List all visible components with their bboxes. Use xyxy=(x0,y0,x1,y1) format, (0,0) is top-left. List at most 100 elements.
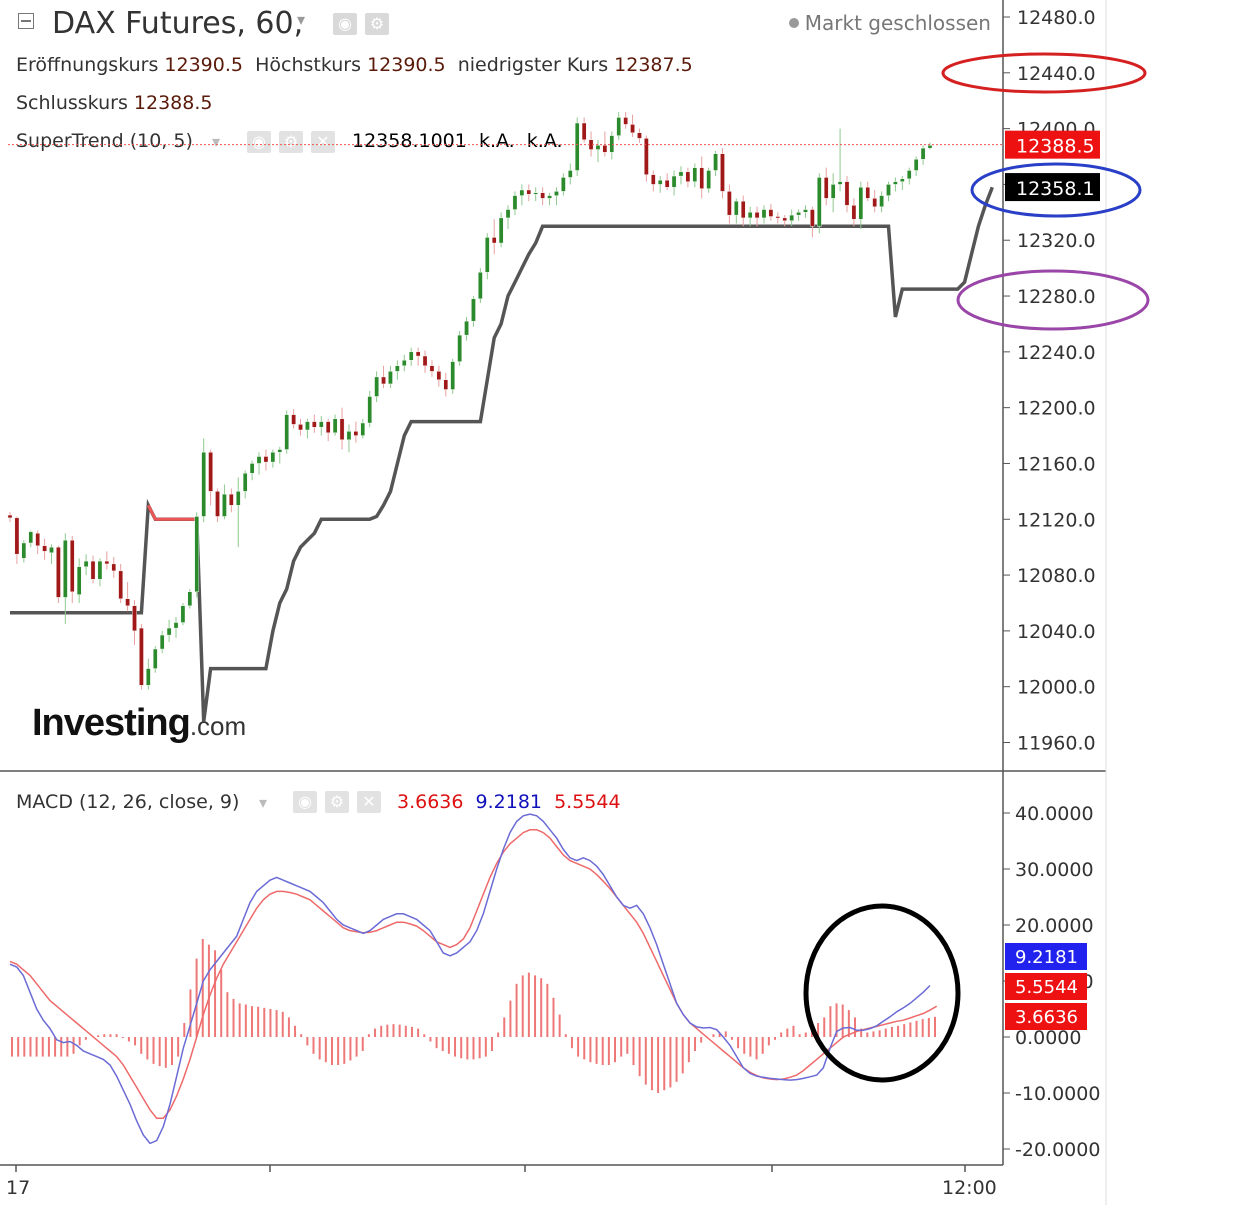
supertrend-na-2: k.A. xyxy=(526,130,563,152)
gear-icon[interactable]: ⚙ xyxy=(279,131,303,153)
candle-body xyxy=(360,422,366,436)
candle-body xyxy=(90,560,96,580)
supertrend-line xyxy=(10,186,994,722)
candle-body xyxy=(277,449,283,453)
candle-body xyxy=(146,668,151,686)
supertrend-value: 12358.1001 xyxy=(352,130,467,152)
candle-body xyxy=(422,355,428,366)
candle-body xyxy=(291,414,296,425)
candle-body xyxy=(782,217,788,221)
candle-body xyxy=(201,452,206,517)
candle-body xyxy=(491,237,497,244)
candle-body xyxy=(872,198,877,207)
candle-body xyxy=(616,117,621,136)
price-tick-label: 12160.0 xyxy=(1017,453,1096,475)
ohlc-line: Eröffnungskurs 12390.5 Höchstkurs 12390.… xyxy=(16,54,693,76)
time-tick-label: 12:00 xyxy=(942,1177,997,1199)
candle-body xyxy=(651,174,656,185)
candle-body xyxy=(402,360,407,366)
supertrend-up-line xyxy=(146,504,197,521)
candle-body xyxy=(270,452,276,463)
chevron-down-icon[interactable]: ▾ xyxy=(259,793,268,812)
candle-body xyxy=(104,560,110,565)
candle-body xyxy=(284,414,289,450)
candle-body xyxy=(249,463,255,474)
candle-body xyxy=(305,421,310,431)
candle-body xyxy=(817,177,822,227)
eye-icon[interactable]: ◉ xyxy=(333,13,357,35)
candle-body xyxy=(512,195,518,210)
candle-body xyxy=(858,187,864,220)
candle-body xyxy=(485,237,490,273)
market-status-text: Markt geschlossen xyxy=(804,11,991,35)
annotation-ellipse-blue xyxy=(970,162,1142,218)
candle-body xyxy=(519,189,525,196)
macd-tick-label: -10.0000 xyxy=(1015,1083,1100,1105)
candle-body xyxy=(657,180,663,185)
candle-body xyxy=(429,365,435,372)
candle-body xyxy=(740,200,746,219)
price-tick-label: 12320.0 xyxy=(1017,230,1096,252)
histogram-value-tag xyxy=(1005,1003,1087,1030)
macd-tick-label: 20.0000 xyxy=(1015,915,1094,937)
collapse-toggle-icon[interactable] xyxy=(18,13,34,29)
gear-icon[interactable]: ⚙ xyxy=(325,791,349,813)
open-value: 12390.5 xyxy=(164,54,243,76)
candle-body xyxy=(574,122,580,171)
candle-body xyxy=(865,187,871,199)
candle-body xyxy=(713,153,718,171)
candle-body xyxy=(920,147,926,160)
candle-body xyxy=(547,195,552,199)
supertrend-label: SuperTrend (10, 5) xyxy=(16,130,193,152)
price-tick-label: 12480.0 xyxy=(1017,7,1096,29)
status-dot-icon xyxy=(788,18,799,28)
candle-body xyxy=(830,184,836,199)
candle-body xyxy=(56,546,61,598)
candle-body xyxy=(159,634,165,650)
candle-body xyxy=(768,209,774,217)
supertrend-na-1: k.A. xyxy=(478,130,515,152)
gear-icon[interactable]: ⚙ xyxy=(365,13,389,35)
candle-body xyxy=(132,605,137,632)
chart-title: DAX Futures, 60, xyxy=(52,6,304,41)
supertrend-value-line: 12358.1001 k.A. k.A. xyxy=(352,130,563,152)
last-price-tag xyxy=(1005,130,1100,159)
candle-body xyxy=(706,170,711,189)
candle-body xyxy=(235,491,241,506)
candle-body xyxy=(436,371,442,380)
candle-body xyxy=(332,418,338,433)
candle-body xyxy=(242,473,248,492)
candle-body xyxy=(602,145,608,153)
candle-body xyxy=(194,516,200,593)
candle-body xyxy=(906,170,912,180)
price-tick-label: 12240.0 xyxy=(1017,342,1096,364)
high-label: Höchstkurs xyxy=(255,54,362,76)
candle-body xyxy=(505,209,511,219)
candle-body xyxy=(346,431,352,440)
candle-body xyxy=(685,171,691,182)
candle-body xyxy=(823,177,829,199)
candle-body xyxy=(256,456,262,464)
candle-body xyxy=(761,209,767,219)
close-line: Schlusskurs 12388.5 xyxy=(16,92,212,114)
candle-body xyxy=(789,214,794,221)
logo-main: Investing xyxy=(32,702,191,744)
price-tick-label: 11960.0 xyxy=(1017,733,1096,755)
candle-body xyxy=(42,545,47,552)
close-icon[interactable]: ✕ xyxy=(357,791,381,813)
macd-value-1: 3.6636 xyxy=(397,791,464,813)
candle-body xyxy=(388,371,393,385)
candle-body xyxy=(540,192,545,199)
close-icon[interactable]: ✕ xyxy=(311,131,335,153)
eye-icon[interactable]: ◉ xyxy=(247,131,271,153)
candle-body xyxy=(180,605,186,623)
candle-body xyxy=(35,533,40,546)
candle-body xyxy=(810,209,815,227)
eye-icon[interactable]: ◉ xyxy=(293,791,317,813)
chevron-down-icon[interactable]: ▾ xyxy=(297,10,306,29)
candle-body xyxy=(609,135,615,153)
candle-body xyxy=(664,180,670,188)
candle-body xyxy=(152,648,158,669)
chevron-down-icon[interactable]: ▾ xyxy=(212,132,221,151)
